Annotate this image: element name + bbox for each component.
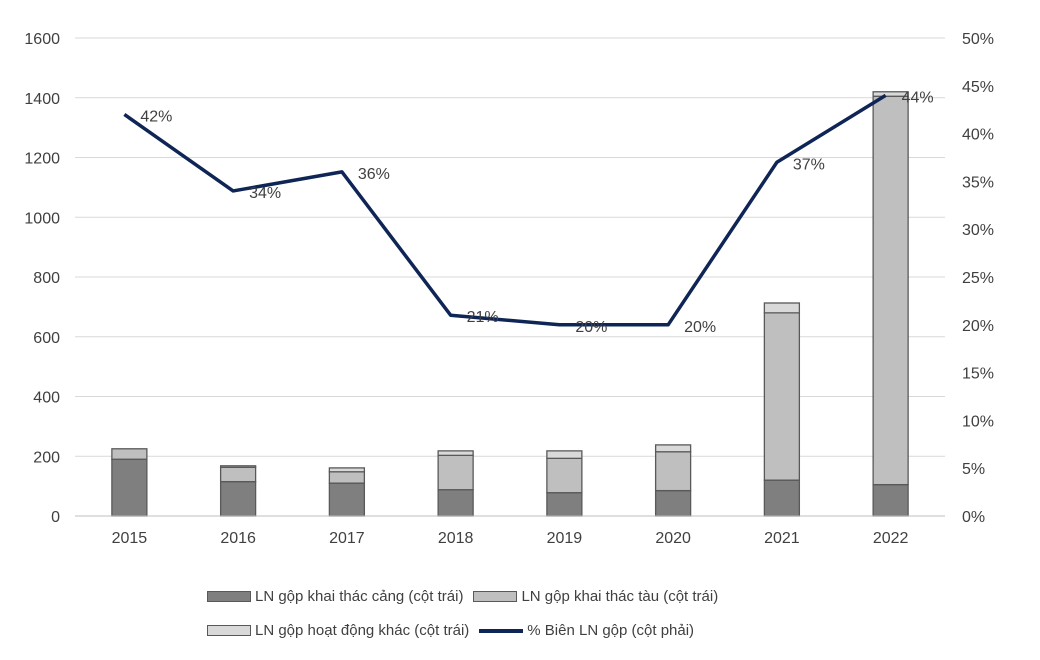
y-right-tick-label: 50%: [962, 31, 994, 48]
y-right-tick-label: 35%: [962, 174, 994, 191]
x-axis: 2015 2016 2017 2018 2019 2020 2021 2022: [75, 515, 945, 547]
legend-label-ship: LN gộp khai thác tàu (cột trái): [521, 588, 719, 605]
bar-segment: [328, 467, 366, 473]
bar-segment: [872, 483, 909, 517]
data-label: 20%: [684, 319, 716, 336]
bar-segment: [111, 448, 148, 460]
legend-label-other: LN gộp hoạt động khác (cột trái): [255, 622, 470, 639]
bar-segment: [654, 444, 692, 453]
bar-segment: [219, 466, 257, 483]
bar-segment: [546, 492, 583, 517]
x-tick-label: 2019: [547, 530, 583, 547]
bar-segment: [437, 450, 474, 457]
y-left-tick-label: 200: [33, 449, 60, 466]
bar-segment: [654, 451, 692, 492]
y-left-tick-label: 600: [33, 330, 60, 347]
y-left-tick-label: 0: [51, 509, 60, 526]
bar-segment: [219, 465, 257, 468]
y-right-tick-label: 20%: [962, 318, 994, 335]
bar-segment: [763, 312, 801, 481]
y-right-tick-label: 5%: [962, 461, 985, 478]
combo-bar-line-chart: 0 200 400 600 800 1000 1200 1400 1600 0% 5% 10% 15%…: [24, 31, 994, 547]
bar-segment: [546, 457, 583, 494]
bar-segment: [654, 489, 692, 517]
x-tick-label: 2017: [329, 530, 365, 547]
y-right-tick-label: 45%: [962, 79, 994, 96]
gridlines: [75, 37, 945, 457]
y-right-tick-label: 25%: [962, 270, 994, 287]
margin-line: 42% 34% 36% 21% 20% 20% 37% 44%: [123, 89, 934, 336]
left-axis: 0 200 400 600 800 1000 1200 1400 1600: [24, 31, 60, 526]
bar-segment: [872, 95, 909, 486]
bar-segment: [437, 489, 474, 517]
y-right-tick-label: 40%: [962, 127, 994, 144]
legend-swatch-port: [207, 591, 251, 602]
y-left-tick-label: 1400: [24, 91, 60, 108]
x-tick-label: 2015: [112, 530, 148, 547]
legend-item-ship: LN gộp khai thác tàu (cột trái): [473, 588, 718, 605]
data-label: 37%: [793, 156, 825, 173]
legend-item-other: LN gộp hoạt động khác (cột trái): [207, 622, 469, 639]
bar-segment: [546, 450, 583, 459]
y-left-tick-label: 400: [33, 390, 60, 407]
y-left-tick-label: 800: [33, 270, 60, 287]
legend-label-margin: % Biên LN gộp (cột phải): [527, 622, 695, 639]
y-left-tick-label: 1200: [24, 151, 60, 168]
data-label: 21%: [467, 309, 499, 326]
bar-segment: [328, 471, 366, 484]
margin-line-path: [123, 93, 887, 327]
x-tick-label: 2016: [220, 530, 256, 547]
y-left-tick-label: 1600: [24, 31, 60, 48]
bar-segment: [763, 479, 801, 517]
bar-segment: [437, 454, 474, 491]
bar-segment: [328, 482, 366, 517]
x-tick-label: 2021: [764, 530, 800, 547]
bar-segment: [219, 480, 257, 517]
data-label: 34%: [249, 185, 281, 202]
y-right-tick-label: 10%: [962, 413, 994, 430]
bars: [111, 91, 909, 517]
legend-item-margin: % Biên LN gộp (cột phải): [479, 622, 694, 639]
legend-row-2: LN gộp hoạt động khác (cột trái) % Biên …: [207, 622, 704, 639]
legend-label-port: LN gộp khai thác cảng (cột trái): [255, 588, 464, 605]
bar-segment: [872, 91, 909, 97]
legend-item-port: LN gộp khai thác cảng (cột trái): [207, 588, 463, 605]
legend-swatch-other: [207, 625, 251, 636]
bar-segment: [111, 458, 148, 517]
data-label: 36%: [358, 166, 390, 183]
data-label: 42%: [140, 108, 172, 125]
legend-row-1: LN gộp khai thác cảng (cột trái) LN gộp …: [207, 588, 728, 605]
y-right-tick-label: 15%: [962, 366, 994, 383]
x-tick-label: 2018: [438, 530, 474, 547]
legend-swatch-margin: [479, 628, 524, 633]
right-axis: 0% 5% 10% 15% 20% 25% 30% 35% 40% 45% 50%: [962, 31, 994, 526]
y-right-tick-label: 0%: [962, 509, 985, 526]
y-left-tick-label: 1000: [24, 210, 60, 227]
bar-segment: [763, 302, 801, 314]
y-right-tick-label: 30%: [962, 222, 994, 239]
legend-swatch-ship: [473, 591, 518, 602]
data-label: 44%: [902, 89, 934, 106]
x-tick-label: 2022: [873, 530, 909, 547]
x-tick-label: 2020: [655, 530, 691, 547]
data-label: 20%: [575, 319, 607, 336]
